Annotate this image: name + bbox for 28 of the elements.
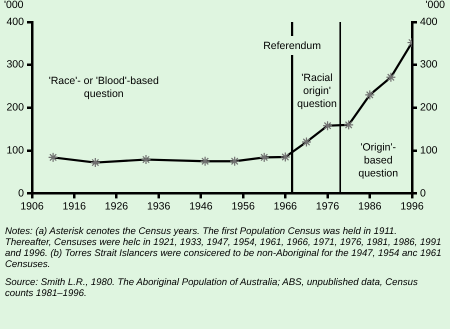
annotation: 'Origin'-based question bbox=[358, 142, 398, 180]
x-tick-label: 1966 bbox=[274, 200, 298, 213]
y2-tick-label: 100 bbox=[420, 144, 438, 156]
text: Notes: (a) Asterisk cenotes the Census years. The first Population Census was held in 1911. Thereafter, Censuses were helc in 1921, 1933, 1947, 1954, 1961, 1966, 1971, 1976, 1981, 1986, 1991 and 1996. (b) Torres Strait Islancers were consicered to be non-Aboriginal for the 1947, 1954 anc 1961 Censuses. bbox=[5, 226, 442, 270]
x-tick-label: 1926 bbox=[104, 200, 128, 213]
x-tick-label: 1996 bbox=[400, 200, 424, 213]
x-tick-label: 1976 bbox=[316, 200, 340, 213]
annotation: 'Racial origin' question bbox=[297, 72, 338, 110]
x-tick-label: 1946 bbox=[189, 200, 213, 213]
y-tick-label: 200 bbox=[6, 102, 24, 114]
annotation: 'Race'- or 'Blood'-based question bbox=[48, 75, 160, 100]
ref-line-label: Referendum bbox=[263, 40, 322, 52]
y-tick-label: 300 bbox=[6, 58, 24, 71]
x-tick-label: 1906 bbox=[20, 200, 44, 213]
y-tick-label: 400 bbox=[6, 16, 24, 28]
x-tick-label: 1956 bbox=[231, 200, 255, 213]
y-tick-label: 100 bbox=[6, 144, 24, 156]
y2-tick-label: 200 bbox=[420, 102, 438, 114]
y-axis-title: '000 bbox=[4, 0, 24, 11]
y-tick-label: 0 bbox=[18, 187, 24, 200]
y2-tick-label: 0 bbox=[420, 187, 426, 200]
y2-axis-title: '000 bbox=[425, 0, 446, 11]
x-tick-label: 1916 bbox=[62, 200, 86, 213]
x-tick-label: 1986 bbox=[358, 200, 382, 213]
x-tick-label: 1936 bbox=[146, 200, 171, 213]
source-note: Source: Smith L.R., 1980. The Aboriginal Population of Australia; ABS, unpublished data, Census counts 1981–1996. bbox=[5, 277, 419, 299]
y2-tick-label: 400 bbox=[420, 16, 438, 28]
y2-tick-label: 300 bbox=[420, 58, 438, 71]
